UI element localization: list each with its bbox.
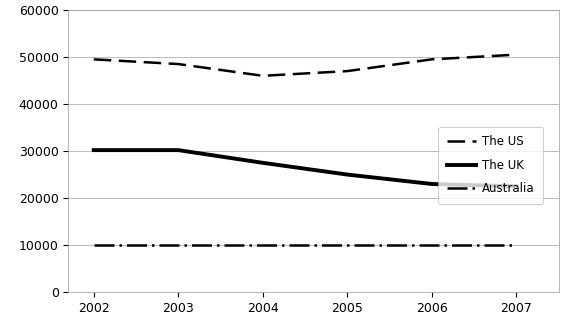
Legend: The US, The UK, Australia: The US, The UK, Australia bbox=[438, 127, 543, 204]
